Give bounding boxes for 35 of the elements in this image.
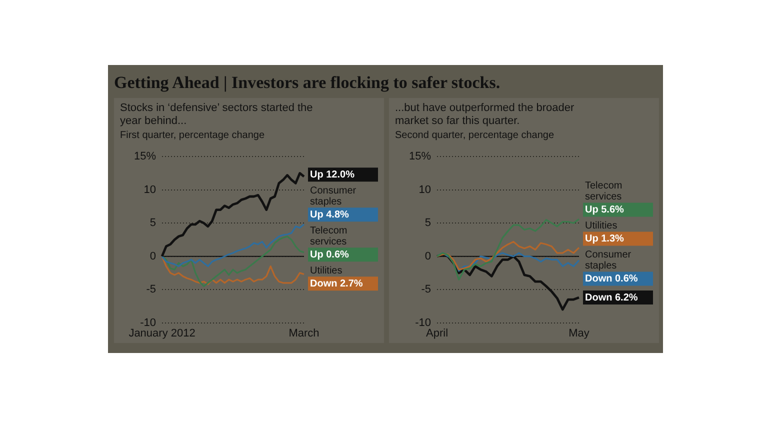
x-tick-label: March: [288, 327, 320, 340]
chart-title: Getting Ahead | Investors are flocking to safer stocks.: [114, 73, 500, 93]
y-tick-label: 15%: [408, 150, 432, 163]
data-label: Up 1.3%: [585, 233, 624, 244]
y-tick-label: -10: [415, 316, 432, 329]
data-label: Down 0.6%: [585, 273, 638, 284]
data-label: Down 2.7%: [310, 278, 363, 290]
y-tick-label: 10: [144, 184, 156, 196]
y-tick-label: 15%: [134, 150, 156, 163]
y-tick-label: 5: [424, 217, 432, 230]
x-tick-label: May: [568, 327, 590, 340]
y-tick-label: 0: [150, 250, 156, 262]
y-tick-label: -5: [421, 284, 432, 296]
series-label: Telecom services: [585, 180, 622, 202]
series-label: Consumer staples: [585, 249, 632, 272]
y-tick-label: -10: [140, 316, 156, 329]
chart-subtitle: ...but have outperformed the broader market so far this quarter.: [395, 102, 576, 128]
data-label: Up 4.8%: [310, 209, 350, 220]
data-label: Up 0.6%: [310, 249, 350, 260]
series-label: Consumer staples: [310, 185, 357, 208]
x-tick-label: April: [426, 327, 448, 340]
data-label: Up 5.6%: [585, 204, 624, 216]
y-tick-label: 5: [150, 217, 156, 230]
series-label: Telecom services: [310, 225, 348, 248]
y-tick-label: 0: [424, 250, 432, 262]
y-axis-title: Second quarter, percentage change: [395, 130, 554, 141]
y-tick-label: 10: [418, 184, 432, 196]
series-label: Utilities: [310, 265, 342, 276]
series-label: Utilities: [585, 220, 618, 232]
chart-subtitle: Stocks in ‘defensive’ sectors started the year behind...: [120, 102, 314, 128]
y-axis-title: First quarter, percentage change: [120, 130, 265, 141]
data-label: Down 6.2%: [585, 292, 638, 304]
y-tick-label: -5: [146, 284, 156, 296]
data-label: Up 12.0%: [310, 169, 355, 180]
x-tick-label: January 2012: [128, 327, 196, 340]
